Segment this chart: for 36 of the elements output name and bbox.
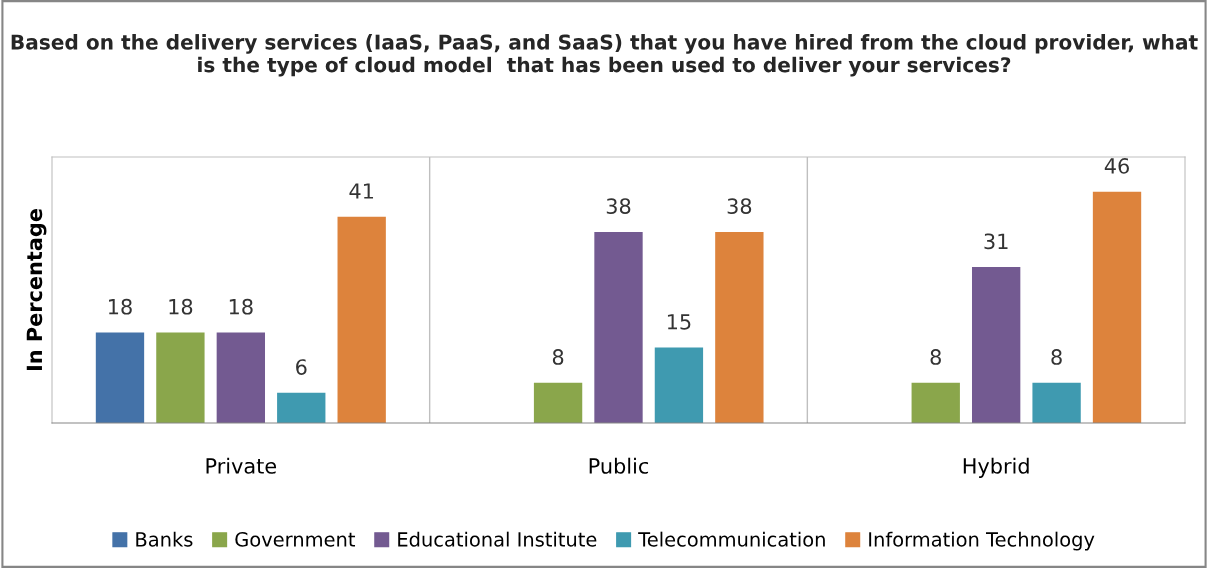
bar: [216, 332, 265, 423]
bar: [533, 382, 583, 423]
legend-label: Telecommunication: [638, 531, 825, 547]
bar: [972, 267, 1021, 423]
legend-label: Information Technology: [869, 531, 1095, 551]
bar: [156, 332, 205, 423]
data-label: 8: [1051, 349, 1062, 365]
bar: [1032, 382, 1081, 423]
data-label: 18: [229, 298, 253, 315]
legend-label: Government: [235, 532, 356, 547]
data-label: 46: [1104, 158, 1129, 174]
data-label: 8: [552, 349, 564, 365]
bar: [337, 216, 386, 423]
data-label: 31: [984, 233, 1008, 250]
data-label: 6: [296, 359, 307, 375]
data-label: 38: [727, 198, 752, 214]
bar: [654, 347, 704, 423]
chart-title: Based on the delivery services (IaaS, PaaS, and SaaS) that you have hired from the cloud provider, what is the type of cloud model that has been used to deliver your services?: [11, 34, 1198, 77]
x-tick-label: Public: [589, 457, 649, 474]
legend-label: Banks: [136, 531, 193, 547]
x-tick-label: Hybrid: [963, 457, 1029, 478]
bar: [277, 392, 326, 423]
data-label: 8: [930, 349, 941, 365]
bar: [1092, 191, 1142, 423]
bar: [911, 382, 960, 423]
bar: [715, 231, 764, 423]
bar: [594, 231, 643, 423]
data-label: 15: [667, 314, 691, 330]
bar: [95, 332, 145, 423]
data-label: 18: [109, 298, 132, 315]
data-label: 38: [606, 198, 631, 214]
legend-label: Educational Institute: [398, 531, 597, 547]
data-label: 41: [349, 183, 374, 199]
x-tick-label: Private: [206, 457, 277, 474]
data-label: 18: [169, 298, 193, 315]
y-axis-title: In Percentage: [26, 209, 47, 371]
